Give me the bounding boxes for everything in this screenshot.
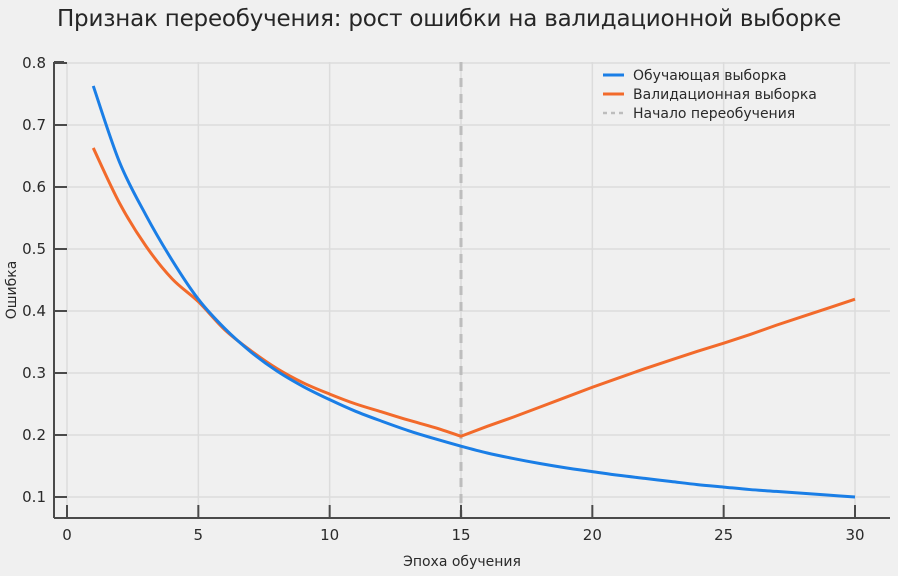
training-loss-line xyxy=(91,85,856,499)
x-axis-label: Эпоха обучения xyxy=(403,554,521,570)
tick-labels: 0.1 0.2 0.3 0.4 0.5 0.6 0.7 0.8 0 5 10 15 20 25 30 xyxy=(22,54,864,544)
series-lines xyxy=(91,85,856,499)
legend: Обучающая выборка Валидационная выборка … xyxy=(603,68,817,122)
y-tick-label: 0.4 xyxy=(22,302,46,320)
legend-item-overfitting: Начало переобучения xyxy=(603,106,795,122)
y-tick-label: 0.7 xyxy=(22,116,46,134)
y-tick-label: 0.3 xyxy=(22,364,46,382)
y-tick-label: 0.6 xyxy=(22,178,46,196)
x-tick-label: 5 xyxy=(194,526,204,544)
x-tick-label: 15 xyxy=(451,526,470,544)
x-tick-label: 10 xyxy=(320,526,339,544)
legend-label-overfitting: Начало переобучения xyxy=(633,106,795,122)
y-axis-label: Ошибка xyxy=(4,261,20,320)
legend-item-validation: Валидационная выборка xyxy=(603,87,817,103)
axes xyxy=(53,61,890,519)
x-tick-label: 20 xyxy=(583,526,602,544)
validation-loss-line xyxy=(91,147,856,438)
x-tick-label: 0 xyxy=(62,526,72,544)
legend-item-training: Обучающая выборка xyxy=(603,68,787,84)
grid-lines xyxy=(54,62,890,518)
legend-label-training: Обучающая выборка xyxy=(633,68,787,84)
y-tick-label: 0.1 xyxy=(22,488,46,506)
y-tick-label: 0.8 xyxy=(22,54,46,72)
y-tick-label: 0.2 xyxy=(22,426,46,444)
legend-label-validation: Валидационная выборка xyxy=(633,87,817,103)
chart-title: Признак переобучения: рост ошибки на вал… xyxy=(56,6,842,32)
x-tick-label: 30 xyxy=(845,526,864,544)
x-tick-label: 25 xyxy=(714,526,733,544)
y-tick-label: 0.5 xyxy=(22,240,46,258)
